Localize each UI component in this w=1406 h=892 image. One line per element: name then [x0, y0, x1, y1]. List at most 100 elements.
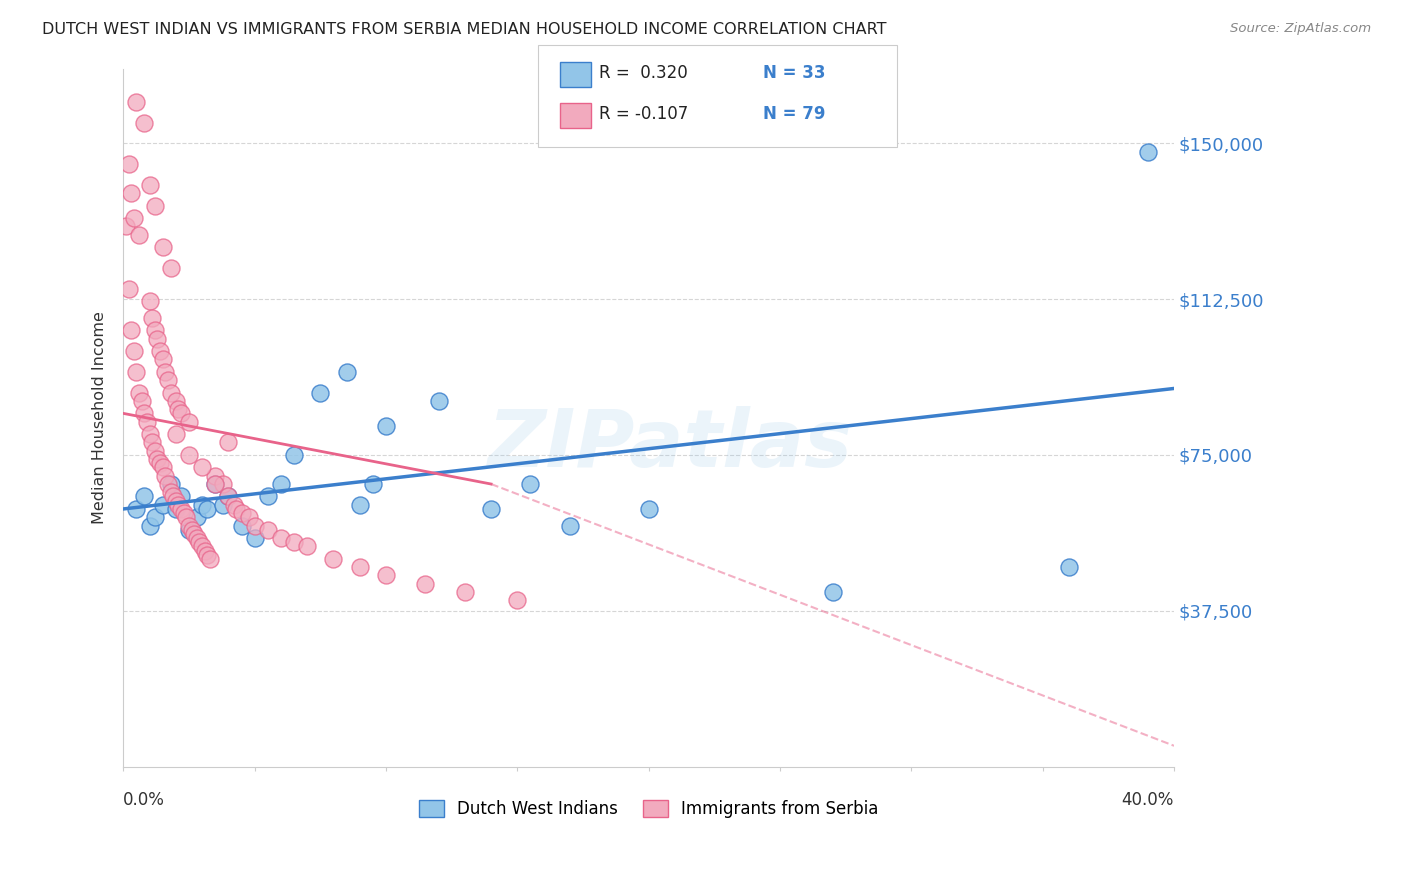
Point — [204, 468, 226, 483]
Point — [375, 568, 398, 582]
Point — [195, 502, 218, 516]
Point — [117, 282, 139, 296]
Point — [136, 415, 159, 429]
Point — [821, 585, 844, 599]
Point — [120, 186, 142, 201]
Point — [138, 518, 160, 533]
Point — [1136, 145, 1159, 159]
Point — [225, 502, 247, 516]
Point — [222, 498, 245, 512]
Point — [167, 498, 190, 512]
Point — [156, 477, 179, 491]
Point — [519, 477, 541, 491]
Point — [309, 385, 332, 400]
Point — [183, 527, 205, 541]
Point — [176, 510, 198, 524]
Point — [149, 344, 172, 359]
Point — [159, 260, 181, 275]
Point — [143, 323, 166, 337]
Point — [143, 510, 166, 524]
Point — [188, 535, 211, 549]
Point — [231, 506, 253, 520]
Point — [159, 485, 181, 500]
Point — [217, 490, 239, 504]
Point — [128, 227, 150, 242]
Point — [177, 448, 200, 462]
Point — [243, 518, 266, 533]
Point — [159, 477, 181, 491]
Point — [349, 560, 371, 574]
Point — [138, 178, 160, 192]
Point — [155, 468, 177, 483]
Point — [186, 531, 208, 545]
Point — [191, 498, 214, 512]
Point — [180, 523, 202, 537]
Point — [322, 551, 344, 566]
Text: DUTCH WEST INDIAN VS IMMIGRANTS FROM SERBIA MEDIAN HOUSEHOLD INCOME CORRELATION : DUTCH WEST INDIAN VS IMMIGRANTS FROM SER… — [42, 22, 887, 37]
Point — [427, 393, 450, 408]
Point — [191, 539, 214, 553]
Point — [125, 95, 148, 109]
Point — [195, 548, 218, 562]
Point — [122, 211, 145, 226]
Point — [170, 406, 193, 420]
Point — [125, 502, 148, 516]
Point — [117, 157, 139, 171]
Point — [349, 498, 371, 512]
Point — [558, 518, 581, 533]
Point — [177, 415, 200, 429]
Point — [120, 323, 142, 337]
Point — [155, 365, 177, 379]
Point — [159, 385, 181, 400]
Point — [336, 365, 359, 379]
Point — [256, 490, 278, 504]
Point — [134, 490, 156, 504]
Point — [125, 365, 148, 379]
Text: Source: ZipAtlas.com: Source: ZipAtlas.com — [1230, 22, 1371, 36]
Point — [122, 344, 145, 359]
Point — [375, 418, 398, 433]
Point — [149, 456, 172, 470]
Point — [131, 393, 153, 408]
Point — [146, 452, 169, 467]
Point — [479, 502, 502, 516]
Point — [143, 199, 166, 213]
Point — [152, 498, 174, 512]
Point — [295, 539, 318, 553]
Point — [212, 498, 235, 512]
Point — [194, 543, 217, 558]
Point — [415, 576, 437, 591]
Point — [138, 294, 160, 309]
Point — [186, 510, 208, 524]
Point — [1057, 560, 1080, 574]
Text: N = 79: N = 79 — [763, 105, 825, 123]
Point — [177, 518, 200, 533]
Point — [170, 502, 193, 516]
Point — [454, 585, 477, 599]
Point — [173, 506, 195, 520]
Point — [141, 310, 163, 325]
Text: 0.0%: 0.0% — [124, 791, 165, 809]
Point — [156, 373, 179, 387]
Point — [204, 477, 226, 491]
Point — [361, 477, 384, 491]
Point — [134, 115, 156, 129]
Point — [165, 502, 187, 516]
Point — [270, 531, 292, 545]
Text: R =  0.320: R = 0.320 — [599, 64, 688, 82]
Point — [115, 219, 138, 234]
Point — [146, 332, 169, 346]
Point — [152, 352, 174, 367]
Point — [238, 510, 260, 524]
Point — [167, 402, 190, 417]
Point — [141, 435, 163, 450]
Point — [212, 477, 235, 491]
Point — [152, 460, 174, 475]
Point — [177, 523, 200, 537]
Point — [128, 385, 150, 400]
Point — [204, 477, 226, 491]
Legend: Dutch West Indians, Immigrants from Serbia: Dutch West Indians, Immigrants from Serb… — [412, 793, 886, 824]
Point — [162, 490, 184, 504]
Point — [243, 531, 266, 545]
Text: ZIPatlas: ZIPatlas — [488, 407, 852, 484]
